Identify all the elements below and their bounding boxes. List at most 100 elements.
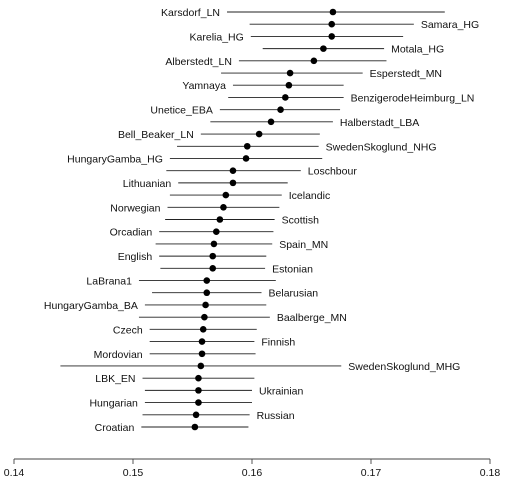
data-point	[192, 411, 200, 419]
row: Finnish	[149, 337, 295, 349]
data-point	[310, 57, 318, 65]
data-point	[328, 33, 336, 40]
data-point	[320, 45, 327, 52]
row-label: Orcadian	[110, 227, 153, 239]
data-point	[201, 313, 208, 321]
x-tick-label: 0.16	[242, 467, 263, 477]
row: Samara_HG	[249, 19, 479, 31]
data-point	[199, 326, 207, 333]
row: Baalberge_MN	[138, 312, 347, 324]
row: Bell_Beaker_LN	[118, 129, 320, 141]
row: Croatian	[95, 422, 249, 434]
row-label: Lithuanian	[123, 178, 172, 190]
data-point	[267, 118, 275, 126]
x-tick-label: 0.17	[361, 467, 382, 477]
x-axis: 0.14 0.15 0.16 0.17 0.18	[4, 458, 501, 479]
data-point	[195, 399, 202, 406]
row: Karelia_HG	[190, 31, 404, 43]
row: English	[118, 251, 267, 263]
row: Karsdorf_LN	[161, 7, 445, 19]
row: Belarusian	[152, 288, 318, 300]
row: LaBrana1	[86, 276, 276, 288]
row-label: Czech	[113, 324, 143, 336]
data-point	[209, 265, 217, 272]
row-label: Alberstedt_LN	[165, 56, 232, 68]
row: HungaryGamba_HG	[67, 153, 323, 165]
data-point	[229, 179, 237, 187]
row: HungaryGamba_BA	[44, 300, 267, 312]
row-label: Motala_HG	[391, 44, 444, 56]
row: Yamnaya	[182, 80, 344, 92]
row: Orcadian	[110, 227, 274, 239]
data-point	[195, 387, 202, 394]
data-point	[210, 240, 218, 248]
row: Estonian	[160, 263, 313, 275]
row-label: Loschbour	[308, 166, 358, 178]
row-label: Baalberge_MN	[277, 312, 347, 324]
row: Mordovian	[94, 349, 256, 361]
row-label: Croatian	[95, 422, 135, 434]
row: Unetice_EBA	[150, 105, 341, 117]
rows-layer: Karsdorf_LN Samara_HG Karelia_HG Motala_HG A…	[44, 7, 479, 434]
row: Motala_HG	[262, 44, 444, 56]
row-label: Halberstadt_LBA	[340, 117, 419, 129]
row: Loschbour	[166, 166, 357, 178]
row-label: Finnish	[261, 337, 295, 349]
data-point	[198, 350, 206, 358]
row: Russian	[142, 410, 295, 422]
data-point	[198, 338, 206, 345]
data-point	[282, 94, 289, 101]
row: Halberstadt_LBA	[210, 117, 419, 129]
data-point	[202, 301, 209, 309]
row: Lithuanian	[123, 178, 288, 190]
row: Alberstedt_LN	[165, 56, 387, 68]
row: Spain_MN	[155, 239, 328, 251]
x-tick-label: 0.18	[480, 467, 501, 477]
row-label: Samara_HG	[421, 19, 479, 31]
row-label: Karsdorf_LN	[161, 7, 220, 19]
row-label: HungaryGamba_BA	[44, 300, 138, 312]
row: Esperstedt_MN	[221, 68, 442, 80]
row: Ukrainian	[144, 385, 304, 397]
data-point	[277, 106, 284, 113]
data-point	[285, 81, 293, 89]
data-point	[242, 155, 250, 162]
row-label: Norwegian	[110, 202, 160, 214]
data-point	[255, 130, 263, 138]
row-label: Yamnaya	[182, 80, 226, 92]
row-label: English	[118, 251, 153, 263]
row-label: HungaryGamba_HG	[67, 153, 163, 165]
row: Norwegian	[110, 202, 280, 214]
row: BenzigerodeHeimburg_LN	[228, 92, 474, 104]
x-tick-label: 0.15	[123, 467, 144, 477]
row-label: Unetice_EBA	[150, 105, 212, 117]
row-label: Bell_Beaker_LN	[118, 129, 194, 141]
data-point	[195, 374, 202, 382]
row-label: SwedenSkoglund_NHG	[326, 141, 437, 153]
x-tick-label: 0.14	[4, 467, 25, 477]
data-point	[209, 252, 217, 260]
data-point	[222, 191, 230, 199]
row-label: Spain_MN	[279, 239, 328, 251]
row-label: Icelandic	[289, 190, 330, 202]
data-point	[328, 20, 336, 28]
row: Scottish	[165, 215, 319, 227]
row: Czech	[113, 324, 257, 336]
row-label: BenzigerodeHeimburg_LN	[351, 92, 475, 104]
row: SwedenSkoglund_NHG	[177, 141, 437, 153]
row-label: Belarusian	[269, 288, 319, 300]
row-label: Estonian	[272, 263, 313, 275]
row-label: SwedenSkoglund_MHG	[348, 361, 460, 373]
data-point	[197, 362, 205, 370]
data-point	[203, 289, 211, 297]
row: SwedenSkoglund_MHG	[60, 361, 460, 373]
data-point	[229, 167, 237, 174]
data-point	[191, 423, 199, 431]
data-point	[286, 69, 294, 77]
data-point	[213, 228, 220, 236]
row-label: LaBrana1	[86, 276, 132, 288]
data-point	[216, 216, 224, 223]
row-label: Russian	[257, 410, 295, 422]
